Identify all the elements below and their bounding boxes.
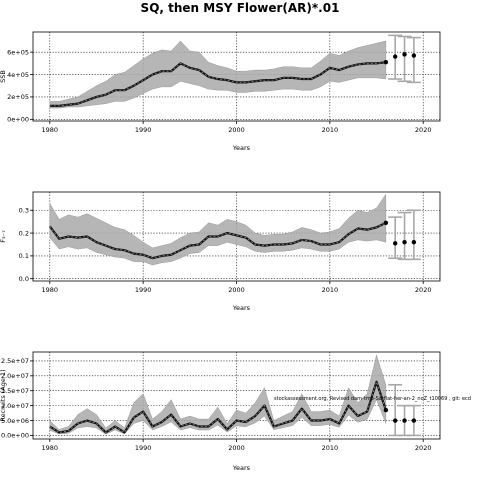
x-axis-label: Years bbox=[232, 304, 251, 312]
x-tick-label: 2020 bbox=[415, 286, 432, 294]
x-tick-label: 1980 bbox=[42, 126, 59, 134]
x-axis-label: Years bbox=[232, 464, 251, 472]
chart-panel-2: 1980 1990 2000 2010 2020 0.0 0.1 0.2 0.3 Years F₃₋… bbox=[0, 191, 441, 312]
plot-area bbox=[48, 193, 421, 266]
forecast-point bbox=[383, 220, 389, 226]
y-tick-label: 2.0e+07 bbox=[1, 372, 29, 380]
y-tick-label: 0.3 bbox=[19, 207, 29, 215]
y-tick-label: 0.1 bbox=[19, 252, 29, 260]
x-tick-label: 1980 bbox=[42, 286, 59, 294]
plot-area bbox=[49, 354, 421, 437]
forecast-point bbox=[411, 418, 417, 423]
y-tick-label: 1.5e+07 bbox=[1, 387, 29, 395]
estimate-line-dash bbox=[49, 222, 387, 259]
y-axis-label: Recruits (Age 1) bbox=[0, 369, 7, 421]
forecast-point bbox=[392, 54, 398, 59]
y-tick-label: 6e+05 bbox=[7, 48, 29, 56]
x-tick-label: 2000 bbox=[228, 444, 245, 452]
chart-panels: 1980 1990 2000 2010 2020 0e+00 2e+05 4e+05 6e+05… bbox=[0, 31, 471, 472]
forecast-point bbox=[392, 418, 398, 423]
y-tick-label: 2.5e+07 bbox=[1, 357, 29, 365]
confidence-band bbox=[49, 40, 387, 109]
estimate-line-dash bbox=[49, 380, 387, 434]
plot-area bbox=[49, 34, 421, 109]
forecast-point bbox=[402, 52, 407, 57]
chart-panel-3: 1980 1990 2000 2010 2020 0.0e+00 5.0e+06 1.0e+0… bbox=[0, 351, 471, 472]
y-tick-label: 0e+00 bbox=[7, 116, 29, 124]
x-tick-label: 1990 bbox=[135, 286, 152, 294]
x-tick-label: 2010 bbox=[322, 444, 339, 452]
x-tick-label: 2020 bbox=[415, 126, 432, 134]
y-tick-label: 4e+05 bbox=[7, 71, 29, 79]
y-axis-label: F₃₋₇ bbox=[0, 230, 7, 243]
y-tick-label: 5.0e+06 bbox=[1, 417, 29, 425]
forecast-point bbox=[411, 53, 417, 58]
figure-title: SQ, then MSY Flower(AR)*.01 bbox=[141, 1, 340, 15]
y-tick-label: 0.0 bbox=[19, 275, 29, 283]
y-tick-label: 0.2 bbox=[19, 229, 29, 237]
x-tick-label: 2020 bbox=[415, 444, 432, 452]
forecast-point bbox=[411, 240, 417, 245]
x-tick-label: 2000 bbox=[228, 126, 245, 134]
watermark-text: stockassessment.org, Revised dam-tmb-Sar… bbox=[274, 396, 471, 402]
x-axis-label: Years bbox=[232, 144, 251, 152]
y-axis-label: SSB bbox=[0, 70, 7, 83]
confidence-band bbox=[49, 193, 387, 266]
forecast-point bbox=[402, 418, 407, 423]
y-tick-label: 0.0e+00 bbox=[1, 432, 29, 440]
forecast-point bbox=[392, 241, 398, 246]
x-tick-label: 1990 bbox=[135, 126, 152, 134]
forecast-point bbox=[402, 240, 407, 245]
x-tick-label: 2010 bbox=[322, 126, 339, 134]
forecast-point bbox=[383, 60, 389, 65]
forecast-group bbox=[383, 209, 421, 261]
x-tick-label: 1980 bbox=[42, 444, 59, 452]
x-tick-label: 2010 bbox=[322, 286, 339, 294]
confidence-band bbox=[49, 354, 387, 435]
forecast-group bbox=[383, 383, 421, 437]
y-tick-label: 2e+05 bbox=[7, 93, 29, 101]
chart-panel-1: 1980 1990 2000 2010 2020 0e+00 2e+05 4e+05 6e+05… bbox=[0, 31, 441, 152]
x-tick-label: 2000 bbox=[228, 286, 245, 294]
estimate-line-dash bbox=[49, 61, 386, 107]
y-tick-label: 1.0e+07 bbox=[1, 402, 29, 410]
forecast-group bbox=[383, 34, 421, 84]
forecast-point bbox=[383, 407, 389, 413]
x-tick-label: 1990 bbox=[135, 444, 152, 452]
